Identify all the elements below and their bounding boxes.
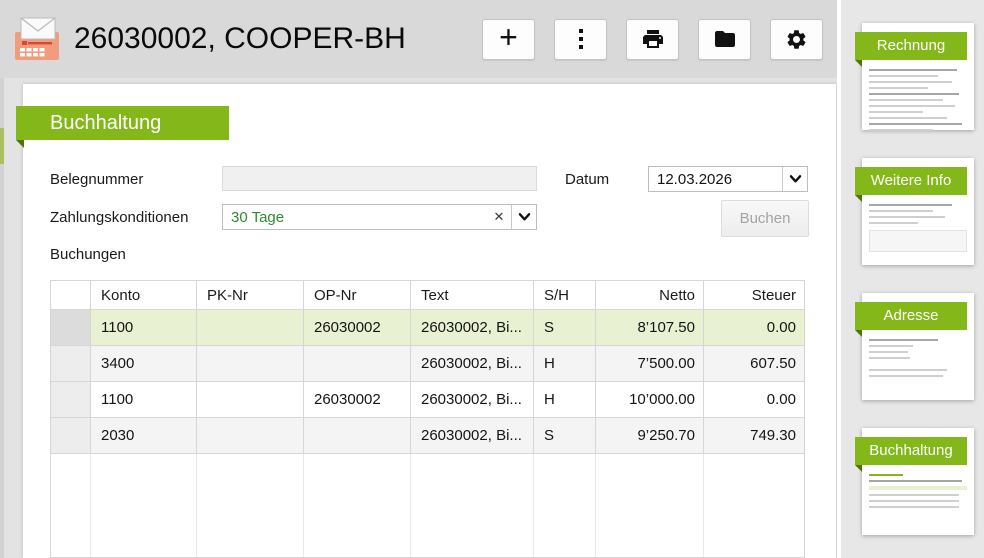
cell-text[interactable]: 26030002, Bi...: [411, 382, 534, 418]
cell-sh[interactable]: H: [534, 382, 596, 418]
col-header-konto[interactable]: Konto: [91, 281, 197, 310]
col-header-selector: [51, 281, 91, 310]
thumbnail-label: Adresse: [855, 302, 967, 330]
cell-pknr[interactable]: [197, 418, 304, 454]
cell-steuer[interactable]: 749.30: [704, 418, 804, 454]
sidebar-item-weitere-info[interactable]: Weitere Info: [855, 158, 977, 280]
cell-text[interactable]: 26030002, Bi...: [411, 310, 534, 346]
row-selector[interactable]: [51, 310, 91, 346]
folder-button[interactable]: [698, 18, 751, 60]
row-selector[interactable]: [51, 382, 91, 418]
invoice-accounting-icon: [15, 17, 59, 60]
zahlungskonditionen-dropdown-button[interactable]: [511, 205, 536, 229]
page-stack-edge: [0, 0, 4, 558]
section-ribbon: Buchhaltung: [16, 106, 229, 140]
chevron-down-icon: [789, 175, 801, 183]
main-panel: Buchhaltung Belegnummer Datum 12.03.2026…: [16, 84, 836, 558]
empty-cell: [304, 454, 411, 557]
gear-icon: [787, 29, 806, 49]
panel-separator: [837, 0, 841, 558]
ribbon-fold: [16, 140, 24, 148]
col-header-steuer[interactable]: Steuer: [704, 281, 804, 310]
page-title: 26030002, COOPER-BH: [74, 22, 406, 55]
toolbar: +: [482, 18, 823, 60]
settings-button[interactable]: [770, 18, 823, 60]
cell-netto[interactable]: 7’500.00: [596, 346, 704, 382]
belegnummer-input[interactable]: [222, 166, 537, 191]
print-button[interactable]: [626, 18, 679, 60]
page-thumbnails-sidebar: Rechnung Weitere Info Adresse Buchhaltun…: [841, 0, 984, 558]
cell-konto[interactable]: 1100: [91, 382, 197, 418]
thumbnail-label: Rechnung: [855, 32, 967, 60]
cell-steuer[interactable]: 0.00: [704, 310, 804, 346]
empty-cell: [411, 454, 534, 557]
col-header-pknr[interactable]: PK-Nr: [197, 281, 304, 310]
thumbnail-label: Buchhaltung: [855, 437, 967, 465]
datum-combobox[interactable]: 12.03.2026: [648, 166, 808, 192]
adjacent-page-ribbon-edge: [0, 128, 4, 164]
col-header-text[interactable]: Text: [411, 281, 534, 310]
cell-netto[interactable]: 8’107.50: [596, 310, 704, 346]
empty-cell: [596, 454, 704, 557]
cell-text[interactable]: 26030002, Bi...: [411, 418, 534, 454]
cell-steuer[interactable]: 607.50: [704, 346, 804, 382]
sidebar-item-rechnung[interactable]: Rechnung: [855, 23, 977, 145]
cell-pknr[interactable]: [197, 310, 304, 346]
plus-icon: +: [499, 19, 518, 55]
empty-cell: [91, 454, 197, 557]
add-button[interactable]: +: [482, 18, 535, 60]
cell-opnr[interactable]: 26030002: [304, 310, 411, 346]
datum-dropdown-button[interactable]: [782, 167, 807, 191]
thumbnail-label: Weitere Info: [855, 167, 967, 195]
title-bar: 26030002, COOPER-BH +: [0, 0, 837, 78]
buchungen-table: Konto PK-Nr OP-Nr Text S/H Netto Steuer …: [50, 280, 805, 558]
printer-icon: [642, 30, 663, 48]
clear-icon[interactable]: ✕: [493, 209, 505, 224]
cell-text[interactable]: 26030002, Bi...: [411, 346, 534, 382]
buchungen-label: Buchungen: [50, 246, 126, 263]
sidebar-item-adresse[interactable]: Adresse: [855, 293, 977, 415]
more-options-button[interactable]: [554, 18, 607, 60]
datum-label: Datum: [565, 171, 610, 188]
chevron-down-icon: [518, 213, 530, 221]
cell-netto[interactable]: 9’250.70: [596, 418, 704, 454]
row-selector[interactable]: [51, 418, 91, 454]
cell-pknr[interactable]: [197, 346, 304, 382]
col-header-sh[interactable]: S/H: [534, 281, 596, 310]
sidebar-item-buchhaltung[interactable]: Buchhaltung: [855, 428, 977, 550]
empty-cell: [704, 454, 804, 557]
cell-sh[interactable]: H: [534, 346, 596, 382]
row-selector[interactable]: [51, 346, 91, 382]
cell-netto[interactable]: 10’000.00: [596, 382, 704, 418]
empty-cell: [534, 454, 596, 557]
cell-steuer[interactable]: 0.00: [704, 382, 804, 418]
cell-konto[interactable]: 1100: [91, 310, 197, 346]
cell-sh[interactable]: S: [534, 418, 596, 454]
zahlungskonditionen-combobox[interactable]: 30 Tage ✕: [222, 204, 537, 230]
zahlungskonditionen-value: 30 Tage: [231, 208, 285, 226]
cell-opnr[interactable]: [304, 418, 411, 454]
ribbon-fold: [855, 465, 862, 472]
col-header-netto[interactable]: Netto: [596, 281, 704, 310]
belegnummer-label: Belegnummer: [50, 171, 144, 188]
buchen-button[interactable]: Buchen: [721, 200, 809, 237]
cell-konto[interactable]: 3400: [91, 346, 197, 382]
empty-cell: [197, 454, 304, 557]
col-header-opnr[interactable]: OP-Nr: [304, 281, 411, 310]
empty-cell: [51, 454, 91, 557]
ribbon-fold: [855, 195, 862, 202]
cell-konto[interactable]: 2030: [91, 418, 197, 454]
cell-sh[interactable]: S: [534, 310, 596, 346]
ribbon-fold: [855, 60, 862, 67]
cell-pknr[interactable]: [197, 382, 304, 418]
ribbon-fold: [855, 330, 862, 337]
kebab-menu-icon: [578, 29, 583, 49]
zahlungskonditionen-label: Zahlungskonditionen: [50, 209, 189, 226]
cell-opnr[interactable]: [304, 346, 411, 382]
datum-value: 12.03.2026: [657, 170, 733, 188]
cell-opnr[interactable]: 26030002: [304, 382, 411, 418]
folder-icon: [714, 31, 735, 47]
